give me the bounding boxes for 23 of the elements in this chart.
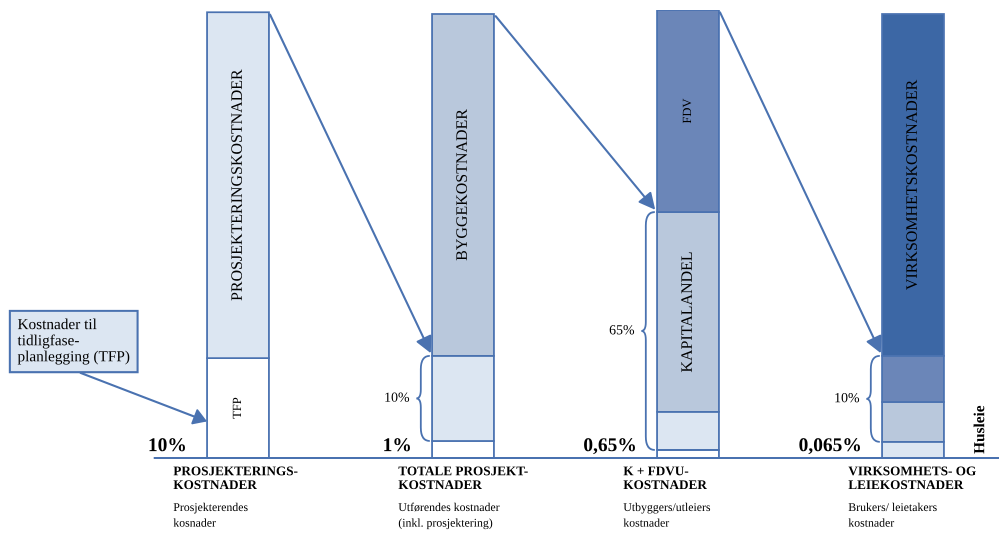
text: Utførendes kostnader (inkl. prosjektering) (398, 502, 500, 530)
annotation: 10% (149, 438, 185, 452)
x-tick-label: PROSJEKTERINGS- KOSTNADER (174, 466, 298, 490)
x-tick-label: TOTALE PROSJEKT- KOSTNADER (398, 466, 528, 490)
text: Brukers/ leietakers kostnader (848, 502, 937, 527)
annotation: KAPITALANDEL (681, 252, 692, 372)
annotation: 1% (384, 438, 410, 452)
annotation: FDV (682, 98, 692, 124)
annotation: 10% (385, 392, 410, 402)
annotation: 10% (835, 392, 860, 402)
text: Prosjekterendes kosnader (174, 502, 248, 527)
annotation: 65% (610, 325, 634, 335)
x-tick-label: VIRKSOMHETS- OG LEIEKOSTNADER (848, 466, 976, 490)
annotation: PROSJEKTERINGSKOSTNADER (231, 69, 242, 301)
annotation: BYGGEKOSTNADER (456, 109, 467, 260)
annotation: VIRKSOMHETSKOSTNADER (906, 80, 918, 290)
text: Kostnader til tidligfase- planlegging (TFP) (18, 318, 130, 365)
annotation: 0,065% (799, 438, 860, 454)
annotation: TFP (232, 398, 242, 419)
text: Utbyggers/utleiers kostnader (624, 502, 710, 527)
x-tick-label: K + FDVU- KOSTNADER (624, 466, 708, 490)
annotation: Husleie (974, 406, 984, 454)
annotation: 0,65% (584, 438, 635, 454)
